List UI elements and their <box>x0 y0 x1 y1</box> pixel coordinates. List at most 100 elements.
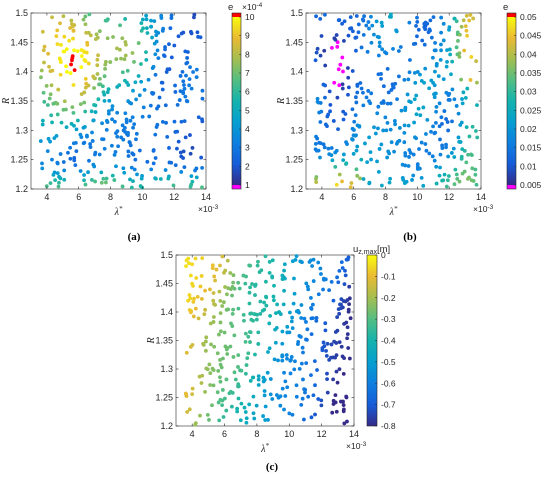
scatter-point <box>83 182 88 187</box>
scatter-point <box>441 21 446 26</box>
scatter-point <box>145 159 150 164</box>
scatter-point <box>341 109 346 114</box>
scatter-point <box>474 182 479 187</box>
scatter-point <box>44 184 49 189</box>
y-tick-label: 1.25 <box>155 393 173 403</box>
scatter-point <box>446 174 451 178</box>
scatter-point <box>274 325 279 330</box>
scatter-point <box>203 288 207 293</box>
scatter-point <box>144 13 148 18</box>
scatter-point <box>357 124 362 129</box>
scatter-point <box>123 129 128 134</box>
scatter-point <box>340 179 344 184</box>
scatter-point <box>300 345 305 350</box>
scatter-point <box>452 97 457 102</box>
scatter-point <box>48 181 53 186</box>
colorbar-tick-label: 10 <box>245 12 255 22</box>
scatter-point <box>321 142 326 147</box>
scatter-point <box>42 44 47 49</box>
scatter-point <box>79 54 84 59</box>
scatter-point <box>115 46 119 51</box>
scatter-point <box>350 69 355 73</box>
scatter-point <box>421 183 426 188</box>
scatter-point <box>201 341 206 346</box>
scatter-point <box>334 33 339 37</box>
scatter-point <box>393 81 398 86</box>
scatter-point <box>433 48 438 53</box>
scatter-point <box>45 149 50 154</box>
scatter-point <box>450 87 455 92</box>
scatter-point <box>231 280 236 285</box>
scatter-point <box>367 26 371 31</box>
y-tick-label: 1.2 <box>290 184 303 194</box>
scatter-point <box>326 146 331 151</box>
scatter-point <box>253 293 257 297</box>
scatter-point <box>433 41 437 45</box>
scatter-point <box>210 403 214 408</box>
scatter-point <box>215 390 220 395</box>
scatter-point <box>456 39 460 43</box>
scatter-point <box>230 311 235 316</box>
scatter-point <box>422 25 427 29</box>
scatter-point <box>64 125 69 130</box>
scatter-point <box>339 399 343 404</box>
colorbar-tick-label: 5 <box>245 105 250 115</box>
colorbar-tick-label: 0.04 <box>520 49 537 59</box>
x-tick-label: 10 <box>284 429 294 439</box>
y-tick-label: 1.4 <box>15 67 28 77</box>
scatter-point <box>337 268 342 273</box>
scatter-point <box>58 152 63 156</box>
scatter-point <box>75 49 80 54</box>
scatter-point <box>133 80 138 85</box>
scatter-point <box>465 33 469 38</box>
scatter-point <box>394 29 399 34</box>
scatter-point <box>344 395 349 400</box>
y-tick-label: 1.45 <box>285 37 303 47</box>
scatter-point <box>315 136 320 141</box>
scatter-point <box>103 67 107 71</box>
scatter-point <box>83 85 88 90</box>
scatter-point <box>47 96 52 101</box>
scatter-point <box>163 103 168 108</box>
y-tick-label: 1.3 <box>15 125 28 135</box>
scatter-point <box>212 302 216 306</box>
scatter-point <box>132 167 137 172</box>
scatter-point <box>314 148 319 153</box>
scatter-point <box>184 73 188 78</box>
scatter-point <box>309 296 313 300</box>
scatter-point <box>454 104 459 108</box>
scatter-point <box>70 58 74 63</box>
colorbar-tick-label: 4 <box>245 124 250 134</box>
scatter-point <box>369 157 373 162</box>
scatter-point <box>278 403 283 408</box>
scatter-point <box>318 53 323 58</box>
scatter-point <box>42 60 46 65</box>
colorbar-tick-label: 3 <box>245 143 250 153</box>
scatter-point <box>355 84 360 88</box>
scatter-point <box>369 91 374 96</box>
scatter-point <box>220 388 225 392</box>
scatter-point <box>403 163 408 168</box>
scatter-point <box>353 95 358 100</box>
scatter-point <box>218 397 223 402</box>
scatter-point <box>427 86 432 91</box>
scatter-point <box>182 83 186 87</box>
scatter-point <box>351 151 356 156</box>
scatter-point <box>243 281 248 286</box>
scatter-point <box>348 15 353 19</box>
scatter-point <box>190 392 195 397</box>
scatter-point <box>344 162 348 166</box>
scatter-point <box>82 140 87 145</box>
scatter-point <box>149 18 153 23</box>
scatter-point <box>395 139 400 144</box>
scatter-point <box>160 87 165 92</box>
scatter-point <box>55 112 60 117</box>
scatter-point <box>64 47 69 52</box>
scatter-point <box>415 34 419 39</box>
scatter-point <box>452 155 457 159</box>
scatter-point <box>101 176 106 181</box>
scatter-point <box>208 287 212 292</box>
scatter-point <box>342 38 346 43</box>
scatter-point <box>106 111 111 116</box>
